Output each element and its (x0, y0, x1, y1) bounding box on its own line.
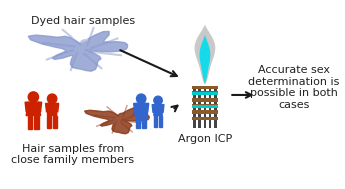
Circle shape (137, 94, 146, 103)
Polygon shape (159, 116, 162, 127)
Text: Hair samples from
close family members: Hair samples from close family members (11, 144, 134, 165)
Polygon shape (46, 103, 49, 112)
Bar (195, 84, 215, 128)
Polygon shape (28, 31, 128, 71)
Polygon shape (195, 25, 215, 86)
Bar (192, 104, 218, 108)
Polygon shape (154, 116, 157, 127)
Polygon shape (48, 116, 51, 128)
Polygon shape (134, 103, 137, 112)
Polygon shape (73, 31, 88, 43)
Polygon shape (48, 103, 57, 116)
Polygon shape (26, 102, 41, 116)
Polygon shape (85, 108, 149, 134)
Bar (209, 88, 211, 128)
Bar (192, 86, 218, 89)
Bar (214, 88, 217, 128)
Bar (192, 92, 218, 95)
Text: Dyed hair samples: Dyed hair samples (31, 16, 135, 26)
Bar (198, 88, 201, 128)
Bar (204, 88, 206, 128)
Polygon shape (142, 116, 146, 128)
Polygon shape (53, 116, 57, 128)
Polygon shape (199, 35, 210, 84)
Polygon shape (25, 102, 29, 112)
Bar (193, 88, 196, 128)
Bar (192, 105, 218, 108)
Polygon shape (152, 105, 156, 112)
Polygon shape (38, 102, 42, 112)
Polygon shape (34, 116, 39, 129)
Polygon shape (137, 116, 140, 128)
Bar (192, 117, 218, 120)
Circle shape (154, 96, 162, 105)
Text: Argon ICP: Argon ICP (178, 134, 232, 144)
Circle shape (48, 94, 57, 103)
Polygon shape (135, 103, 148, 116)
Polygon shape (55, 103, 59, 112)
Polygon shape (160, 105, 164, 112)
Text: Accurate sex
determination is
possible in both
cases: Accurate sex determination is possible i… (248, 65, 340, 110)
Circle shape (28, 92, 39, 102)
Bar (192, 91, 218, 95)
Bar (192, 98, 218, 101)
Polygon shape (28, 116, 32, 129)
Polygon shape (154, 105, 162, 116)
Polygon shape (145, 103, 149, 112)
Bar (192, 110, 218, 114)
